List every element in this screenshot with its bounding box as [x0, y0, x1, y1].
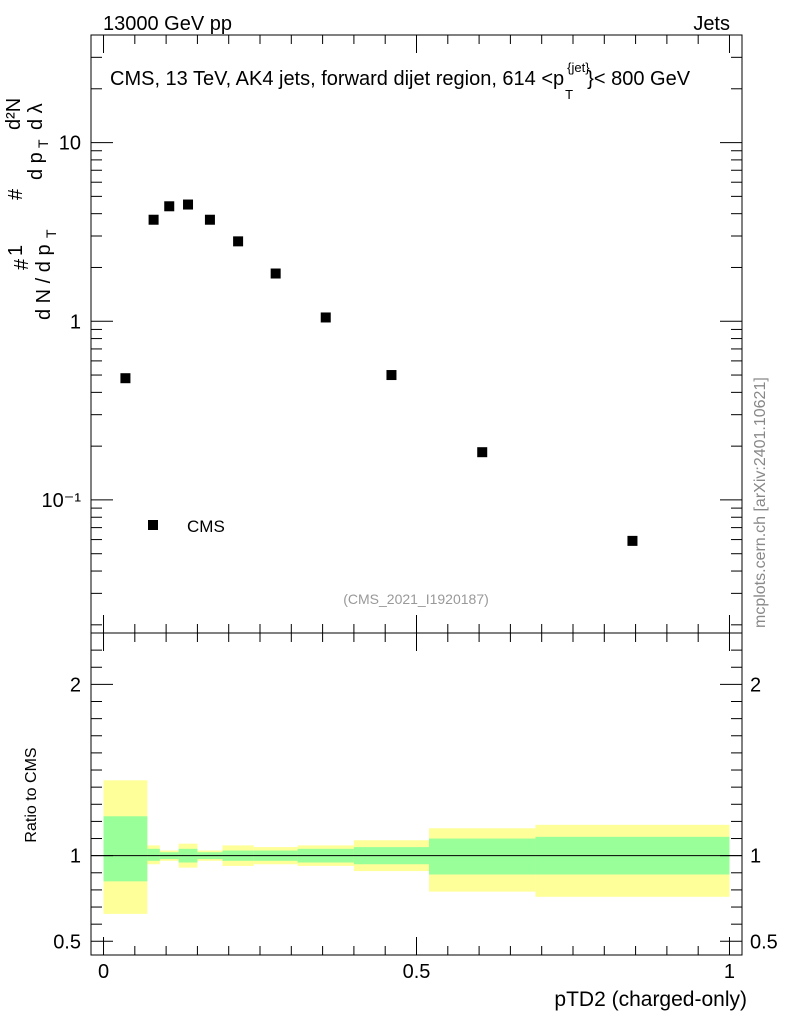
svg-text:T: T	[43, 229, 59, 238]
ratio-y-tick-label-left: 1	[70, 846, 81, 868]
energy-label: 13000 GeV pp	[103, 13, 232, 35]
ratio-y-tick-label-right: 2	[750, 674, 761, 696]
data-point	[386, 370, 397, 381]
ratio-bands	[103, 780, 730, 914]
y-tick-label: 10⁻¹	[42, 490, 82, 512]
y-tick-label: 1	[70, 311, 81, 333]
data-point	[627, 535, 638, 546]
svg-text:d p: d p	[25, 152, 47, 180]
analysis-id: (CMS_2021_I1920187)	[343, 591, 489, 607]
process-label: Jets	[693, 13, 730, 35]
ratio-y-tick-label-right: 1	[750, 846, 761, 868]
svg-text:#: #	[5, 188, 27, 200]
data-point	[204, 214, 215, 225]
svg-text:d²N: d²N	[3, 98, 25, 130]
data-point	[120, 373, 131, 384]
x-tick-label: 0	[98, 961, 109, 983]
main-y-tick-labels: 10 1 10⁻¹	[42, 133, 82, 512]
ratio-y-tick-labels: 2 2 1 1 0.5 0.5	[53, 674, 778, 953]
ratio-y-tick-label-left: 2	[70, 674, 81, 696]
plot-title-end: }< 800 GeV	[587, 68, 691, 90]
main-plot-frame	[90, 34, 743, 634]
svg-text:d λ: d λ	[25, 103, 47, 130]
legend-label: CMS	[187, 517, 225, 536]
main-axis-ticks	[91, 34, 742, 633]
data-point	[233, 236, 244, 247]
data-point	[183, 199, 194, 210]
x-tick-label: 1	[724, 961, 735, 983]
data-point	[320, 312, 331, 323]
ratio-x-tick-labels: 0 0.5 1	[98, 961, 735, 983]
inner-uncertainty-band	[429, 838, 536, 875]
plot-title-main: CMS, 13 TeV, AK4 jets, forward dijet reg…	[110, 68, 564, 90]
data-point	[164, 201, 175, 212]
x-axis-label: pTD2 (charged-only)	[554, 988, 747, 1011]
plot-title: CMS, 13 TeV, AK4 jets, forward dijet reg…	[110, 60, 691, 102]
legend-marker	[148, 520, 158, 530]
svg-text:#: #	[11, 258, 33, 270]
svg-text:1: 1	[5, 245, 27, 256]
ratio-plot-frame	[90, 632, 743, 956]
ratio-y-axis-label: Ratio to CMS	[23, 747, 40, 842]
ratio-y-tick-label-right: 0.5	[750, 931, 778, 953]
data-point	[270, 268, 281, 279]
data-point	[148, 214, 159, 225]
data-point	[477, 447, 488, 458]
inner-uncertainty-band	[103, 816, 148, 882]
plot-title-sub: T	[565, 87, 573, 102]
ratio-axis-ticks	[91, 633, 742, 955]
y-tick-label: 10	[59, 133, 81, 155]
svg-text:d N / d p: d N / d p	[33, 244, 55, 320]
plot-title-sup: {jet}	[567, 60, 590, 75]
data-points	[120, 199, 638, 546]
x-tick-label: 0.5	[403, 961, 431, 983]
ratio-y-tick-label-left: 0.5	[53, 931, 81, 953]
svg-text:T: T	[35, 139, 51, 148]
y-axis-label: # 1 d N / d p T # d p T d²N d λ	[3, 98, 59, 320]
side-credit: mcplots.cern.ch [arXiv:2401.10621]	[752, 377, 769, 628]
legend: CMS	[148, 517, 225, 536]
inner-uncertainty-band	[147, 848, 160, 861]
